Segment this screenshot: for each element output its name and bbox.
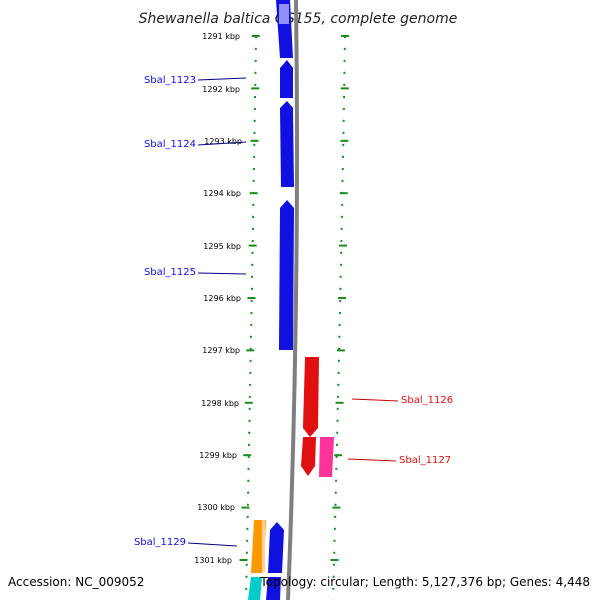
gene-arrow-sbal-1127-pink[interactable] xyxy=(319,437,334,477)
gene-label-lines xyxy=(187,77,399,547)
scale-ticks xyxy=(239,35,349,561)
kbp-label: 1299 kbp xyxy=(199,451,237,460)
kbp-label: 1297 kbp xyxy=(202,346,240,355)
kbp-labels: 1291 kbp 1292 kbp 1293 kbp 1294 kbp 1295… xyxy=(194,32,242,565)
gene-label-sbal-1124[interactable]: Sbal_1124 xyxy=(144,139,196,150)
accession-text: Accession: NC_009052 xyxy=(8,575,144,589)
genome-summary: Topology: circular; Length: 5,127,376 bp… xyxy=(259,575,590,589)
kbp-label: 1294 kbp xyxy=(203,189,241,198)
gene-arrow-sbal-1126[interactable] xyxy=(303,357,319,437)
gene-arrow-bottom-cyan[interactable] xyxy=(248,577,262,600)
kbp-label: 1293 kbp xyxy=(204,137,242,146)
kbp-label: 1300 kbp xyxy=(197,503,235,512)
kbp-label: 1301 kbp xyxy=(194,556,232,565)
gene-arrow-sbal-1124[interactable] xyxy=(280,101,294,187)
kbp-label: 1298 kbp xyxy=(201,399,239,408)
gene-label-sbal-1127[interactable]: Sbal_1127 xyxy=(399,455,451,466)
gene-arrow-sbal-1125[interactable] xyxy=(279,200,294,350)
genome-backbone xyxy=(286,0,299,600)
gene-label-sbal-1126[interactable]: Sbal_1126 xyxy=(401,395,453,406)
gene-arrow-sbal-1129-orange[interactable] xyxy=(251,520,266,573)
gene-label-sbal-1123[interactable]: Sbal_1123 xyxy=(144,75,196,86)
kbp-label: 1295 kbp xyxy=(203,242,241,251)
gene-arrow-sbal-1123[interactable] xyxy=(280,60,293,98)
scale-ring-left xyxy=(245,35,257,600)
kbp-label: 1296 kbp xyxy=(203,294,241,303)
kbp-label: 1292 kbp xyxy=(202,85,240,94)
gene-arrow-sbal-1127-red[interactable] xyxy=(301,437,316,476)
gene-label-sbal-1129[interactable]: Sbal_1129 xyxy=(134,537,186,548)
gene-arrow-sbal-1129[interactable] xyxy=(268,522,284,573)
gene-arrow-top-partial[interactable] xyxy=(276,0,293,58)
gene-label-sbal-1125[interactable]: Sbal_1125 xyxy=(144,267,196,278)
gene-arrow-bottom-blue[interactable] xyxy=(266,577,281,600)
scale-ring-right xyxy=(332,35,346,600)
kbp-label: 1291 kbp xyxy=(202,32,240,41)
